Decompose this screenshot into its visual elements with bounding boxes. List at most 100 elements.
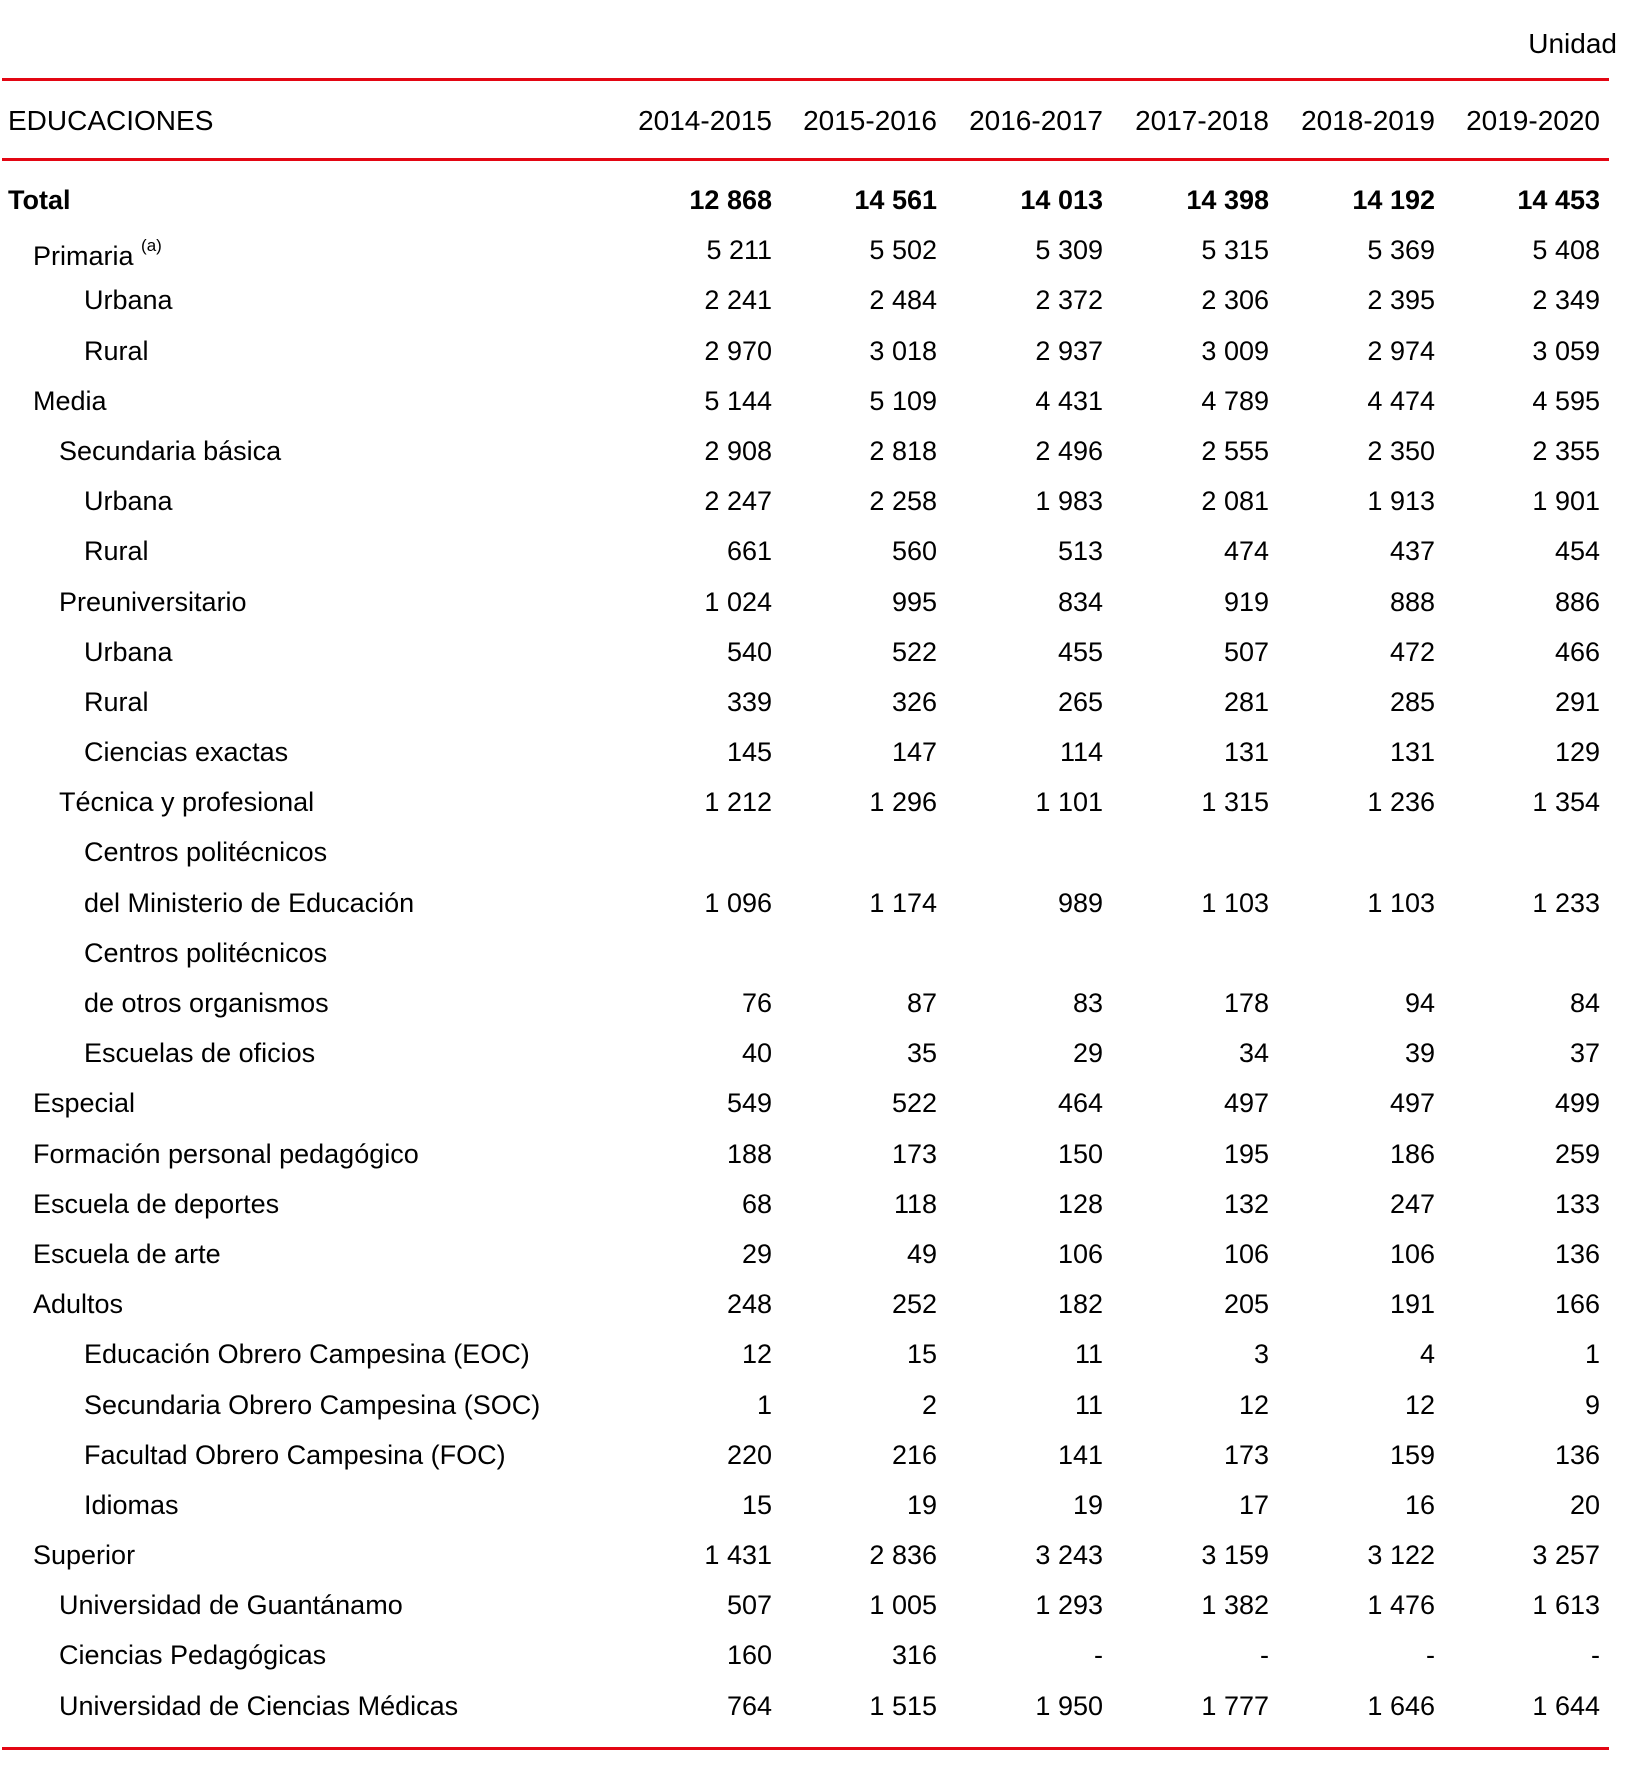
table-cell: 455 — [1057, 636, 1103, 667]
table-cell: 12 — [741, 1339, 772, 1370]
table-cell: 12 — [1238, 1389, 1269, 1420]
table-cell: 886 — [1554, 586, 1600, 617]
row-label: Secundaria básica — [59, 431, 281, 471]
table-row: Universidad de Guantánamo 507 1 005 1 293 1 … — [0, 1585, 1642, 1635]
table-row: de otros organismos 76 87 83 178 94 84 — [0, 983, 1642, 1033]
table-cell: 1 646 — [1367, 1690, 1435, 1721]
table-cell: 2 555 — [1201, 435, 1269, 466]
table-cell: - — [1426, 1640, 1435, 1671]
table-cell: 182 — [1057, 1289, 1103, 1320]
table-cell: 2 395 — [1367, 285, 1435, 316]
table-cell: 1 024 — [704, 586, 772, 617]
row-label: Adultos — [33, 1284, 123, 1324]
table-cell: 549 — [726, 1088, 772, 1119]
row-label-text: Rural — [84, 335, 149, 366]
table-cell: 1 476 — [1367, 1590, 1435, 1621]
table-cell: 326 — [891, 686, 937, 717]
column-header-educaciones: EDUCACIONES — [8, 105, 214, 136]
table-cell: 15 — [741, 1489, 772, 1520]
table-cell: 2 496 — [1035, 435, 1103, 466]
column-header-year: 2017-2018 — [1135, 105, 1269, 136]
table-row: Secundaria básica 2 908 2 818 2 496 2 555 2 3… — [0, 431, 1642, 481]
row-label: Rural — [84, 331, 149, 371]
table-cell: 1 174 — [869, 887, 937, 918]
table-cell: 474 — [1223, 536, 1269, 567]
row-label-text: Secundaria básica — [59, 435, 282, 466]
row-label-text: Universidad de Guantánamo — [59, 1590, 403, 1621]
column-header-year: 2016-2017 — [969, 105, 1103, 136]
table-cell: 5 309 — [1035, 235, 1103, 266]
table-cell: 160 — [726, 1640, 772, 1671]
table-cell: - — [1591, 1640, 1600, 1671]
table-cell: 16 — [1404, 1489, 1435, 1520]
table-cell: 1 777 — [1201, 1690, 1269, 1721]
table-cell: 2 081 — [1201, 486, 1269, 517]
table-cell: 94 — [1404, 988, 1435, 1018]
row-label-text: Facultad Obrero Campesina (FOC) — [84, 1439, 506, 1470]
table-cell: 205 — [1223, 1289, 1269, 1320]
row-label: Especial — [33, 1083, 135, 1123]
table-cell: 191 — [1389, 1289, 1435, 1320]
table-cell: 106 — [1223, 1238, 1269, 1269]
table-cell: 131 — [1389, 737, 1435, 768]
row-label-text: de otros organismos — [84, 988, 329, 1018]
table-cell: 2 350 — [1367, 435, 1435, 466]
row-label: Universidad de Guantánamo — [59, 1585, 403, 1625]
table-cell: 84 — [1569, 988, 1600, 1018]
table-cell: 3 059 — [1532, 335, 1600, 366]
top-rule — [2, 78, 1609, 81]
table-cell: 178 — [1223, 988, 1269, 1018]
table-row: Urbana 2 247 2 258 1 983 2 081 1 913 1 901 — [0, 481, 1642, 531]
table-cell: 560 — [891, 536, 937, 567]
table-row: Ciencias Pedagógicas 160 316 - - - - — [0, 1635, 1642, 1685]
table-row: Idiomas 15 19 19 17 16 20 — [0, 1485, 1642, 1535]
row-label-text: Centros politécnicos — [84, 937, 328, 968]
table-cell: 919 — [1223, 586, 1269, 617]
row-label: Centros politécnicos — [84, 832, 327, 872]
table-header: EDUCACIONES 2014-2015 2015-2016 2016-201… — [0, 104, 1642, 138]
row-label-text: Media — [33, 385, 107, 416]
table-cell: 68 — [741, 1188, 772, 1219]
table-cell: 995 — [891, 586, 937, 617]
row-label: Total — [8, 180, 71, 220]
table-cell: 5 502 — [869, 235, 937, 266]
table-cell: 3 257 — [1532, 1540, 1600, 1571]
table-cell: - — [1094, 1640, 1103, 1671]
row-label: Rural — [84, 682, 149, 722]
table-cell: 5 109 — [869, 385, 937, 416]
column-header-year: 2019-2020 — [1466, 105, 1600, 136]
table-cell: 19 — [1072, 1489, 1103, 1520]
row-label-text: Secundaria Obrero Campesina (SOC) — [84, 1389, 541, 1420]
table-cell: 3 — [1253, 1339, 1269, 1370]
table-cell: 661 — [726, 536, 772, 567]
table-cell: 173 — [1223, 1439, 1269, 1470]
table-body: Total 12 868 14 561 14 013 14 398 14 192 14 45… — [0, 180, 1642, 1736]
table-cell: 145 — [726, 737, 772, 768]
table-cell: 1 983 — [1035, 486, 1103, 517]
table-cell: 265 — [1057, 686, 1103, 717]
row-label: Ciencias exactas — [84, 732, 288, 772]
table-cell: 37 — [1569, 1038, 1600, 1069]
row-label-text: Rural — [84, 536, 149, 567]
table-cell: 106 — [1057, 1238, 1103, 1269]
table-cell: 252 — [891, 1289, 937, 1320]
table-cell: 281 — [1223, 686, 1269, 717]
bottom-rule — [2, 1747, 1609, 1750]
table-cell: 316 — [891, 1640, 937, 1671]
table-cell: 454 — [1554, 536, 1600, 567]
table-row: Escuelas de oficios 40 35 29 34 39 37 — [0, 1033, 1642, 1083]
table-cell: 29 — [741, 1238, 772, 1269]
table-cell: 3 159 — [1201, 1540, 1269, 1571]
table-cell: 133 — [1554, 1188, 1600, 1219]
table-cell: 472 — [1389, 636, 1435, 667]
table-row: Centros politécnicos — [0, 832, 1642, 882]
table-cell: 11 — [1074, 1339, 1103, 1370]
table-cell: 17 — [1238, 1489, 1269, 1520]
table-cell: 5 315 — [1201, 235, 1269, 266]
column-header-year: 2015-2016 — [803, 105, 937, 136]
row-label-text: Preuniversitario — [59, 586, 247, 617]
row-label-text: Ciencias exactas — [84, 737, 289, 768]
table-row: Urbana 2 241 2 484 2 372 2 306 2 395 2 349 — [0, 280, 1642, 330]
table-cell: 2 484 — [869, 285, 937, 316]
table-cell: 1 005 — [869, 1590, 937, 1621]
